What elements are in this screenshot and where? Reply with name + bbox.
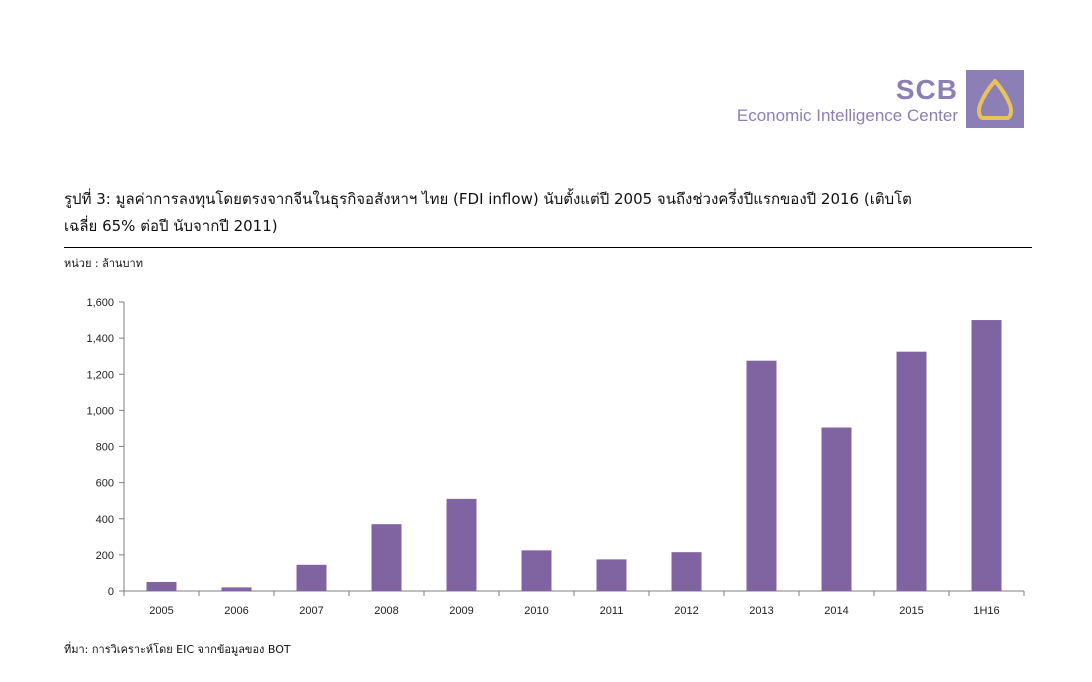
x-tick-label: 2008 <box>374 605 398 617</box>
chart-title-line-1: รูปที่ 3: มูลค่าการลงทุนโดยตรงจากจีนในธุ… <box>64 190 912 208</box>
y-tick-label: 1,000 <box>86 405 114 417</box>
bar-2014 <box>821 427 852 591</box>
x-tick-label: 2014 <box>824 605 848 617</box>
x-tick-label: 2013 <box>749 605 773 617</box>
y-axis: 0 200 400 600 800 1,000 1,200 1,400 1,600 <box>86 297 125 598</box>
bar-1H16 <box>971 320 1002 591</box>
scb-emblem-icon <box>966 70 1024 128</box>
y-tick-label: 1,200 <box>86 369 114 381</box>
y-tick-label: 1,400 <box>86 333 114 345</box>
x-tick-label: 2005 <box>149 605 173 617</box>
scb-eic-logo: SCB Economic Intelligence Center <box>724 70 1024 130</box>
bar-2005 <box>146 581 177 591</box>
bar-2009 <box>446 498 477 591</box>
unit-label: หน่วย : ล้านบาท <box>64 257 143 270</box>
x-tick-label: 2009 <box>449 605 473 617</box>
bar-2007 <box>296 564 327 591</box>
bar-2010 <box>521 550 552 591</box>
source-note: ที่มา: การวิเคราะห์โดย EIC จากข้อมูลของ … <box>64 643 291 656</box>
y-tick-label: 200 <box>96 550 114 562</box>
y-tick-label: 1,600 <box>86 297 114 309</box>
bar-2006 <box>221 587 252 591</box>
bar-2015 <box>896 351 927 591</box>
x-tick-label: 2006 <box>224 605 248 617</box>
x-tick-label: 2007 <box>299 605 323 617</box>
logo-subtitle: Economic Intelligence Center <box>736 106 958 125</box>
title-divider <box>64 247 1032 248</box>
y-tick-label: 600 <box>96 478 114 490</box>
x-axis: 2005 2006 2007 2008 2009 2010 2011 2012 2013 2014… <box>123 590 1025 617</box>
x-tick-label: 1H16 <box>973 605 999 617</box>
x-tick-label: 2015 <box>899 605 923 617</box>
x-tick-label: 2010 <box>524 605 548 617</box>
bar-2008 <box>371 524 402 591</box>
x-tick-label: 2012 <box>674 605 698 617</box>
y-tick-label: 400 <box>96 514 114 526</box>
bar-2011 <box>596 559 627 591</box>
y-tick-label: 0 <box>108 586 114 598</box>
chart-title: รูปที่ 3: มูลค่าการลงทุนโดยตรงจากจีนในธุ… <box>64 186 1039 240</box>
y-tick-label: 800 <box>96 442 114 454</box>
chart-title-line-2: เฉลี่ย 65% ต่อปี นับจากปี 2011) <box>64 217 278 235</box>
logo-brand: SCB <box>895 74 958 105</box>
bar-2012 <box>671 552 702 591</box>
bar-2013 <box>746 360 777 591</box>
x-tick-label: 2011 <box>600 605 624 617</box>
bars <box>146 320 1002 591</box>
